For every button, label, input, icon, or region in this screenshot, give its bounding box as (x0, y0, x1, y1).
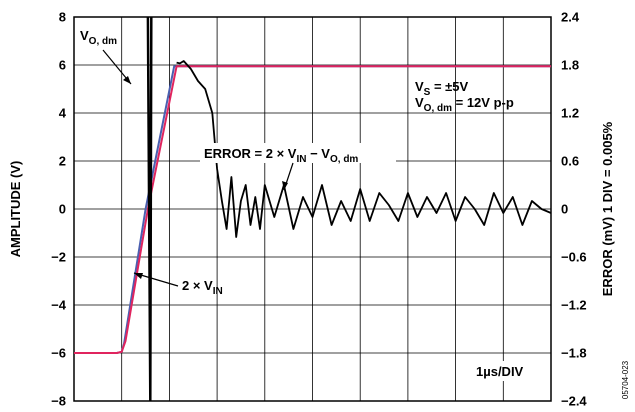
y-tick-label-left: −8 (51, 394, 66, 409)
plot-frame (73, 16, 552, 402)
y-tick-label-left: 0 (59, 202, 66, 217)
annotation-vodm-pp-label: VO, dm = 12V p-p (415, 95, 514, 114)
y-tick-label-left: −2 (51, 250, 66, 265)
series-line-input-edge (146, 17, 153, 401)
left-tick-labels: 8 6 4 2 0 −2 −4 −6 −8 (51, 10, 67, 409)
grid (74, 17, 551, 401)
series-line-2vin (74, 65, 551, 354)
annotation-error-arrowhead (282, 181, 288, 190)
annotation-vo-dm: VO, dm (80, 28, 132, 85)
annotation-vo-dm-label: VO, dm (80, 28, 117, 47)
timebase-background (470, 361, 550, 381)
right-tick-labels: 2.4 1.8 1.2 0.6 0 −0.6 −1.2 −1.8 −2.4 (561, 10, 587, 409)
annotation-error-label: ERROR = 2 × VIN − VO, dm (204, 146, 358, 165)
y-tick-label-right: −1.8 (561, 346, 587, 361)
y-tick-label-left: 4 (59, 106, 67, 121)
annotation-supply: VS = ±5V VO, dm = 12V p-p (415, 79, 514, 114)
y-tick-label-right: 0.6 (561, 154, 579, 169)
y-axis-label-left: AMPLITUDE (V) (8, 161, 23, 258)
annotation-2vin-arrowhead (134, 273, 143, 279)
y-axis-label-right: ERROR (mV) 1 DIV = 0.005% (600, 121, 615, 296)
y-tick-label-left: −4 (51, 298, 67, 313)
annotation-vo-dm-arrowhead (123, 76, 131, 84)
y-tick-label-left: 2 (59, 154, 66, 169)
y-tick-label-right: 2.4 (561, 10, 580, 25)
y-tick-label-right: 1.2 (561, 106, 579, 121)
series-line-error (176, 60, 551, 238)
y-tick-label-right: 0 (561, 202, 568, 217)
y-tick-label-left: −6 (51, 346, 66, 361)
annotation-error-background (200, 143, 396, 163)
y-tick-label-right: 1.8 (561, 58, 579, 73)
y-tick-label-right: −2.4 (561, 394, 587, 409)
series-layer (74, 17, 551, 401)
y-tick-label-right: −1.2 (561, 298, 587, 313)
y-tick-label-right: −0.6 (561, 250, 587, 265)
figure-id: 05704-023 (621, 360, 630, 399)
y-tick-label-left: 8 (59, 10, 66, 25)
annotation-2vin: 2 × VIN (133, 272, 223, 297)
y-tick-label-left: 6 (59, 58, 66, 73)
annotation-vs-label: VS = ±5V (415, 79, 469, 98)
timebase-label: 1µs/DIV (476, 364, 524, 379)
annotation-error: ERROR = 2 × VIN − VO, dm (200, 143, 396, 191)
annotation-2vin-label: 2 × VIN (182, 278, 223, 297)
